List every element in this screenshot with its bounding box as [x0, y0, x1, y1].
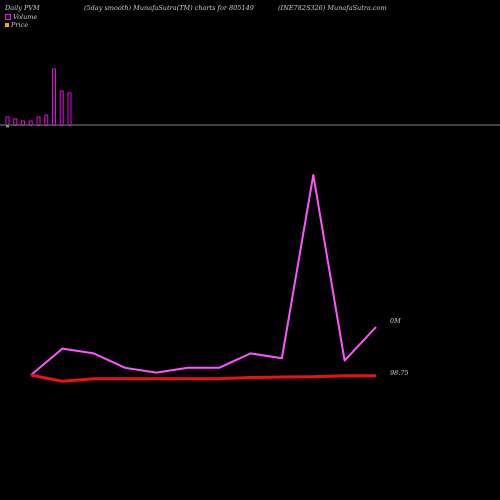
volume-neg-bar: [37, 125, 40, 126]
volume-bar: [44, 114, 49, 126]
volume-neg-bar: [13, 125, 17, 126]
volume-neg-bar: [29, 125, 33, 126]
isin-site-label: (INE782S326) MunafaSutra.com: [278, 4, 387, 12]
volume-bar: [21, 120, 25, 126]
volume-bar: [59, 90, 64, 126]
volume-line: [30, 174, 377, 376]
chart-title: (5day smooth) MunafaSutra(TM) charts for…: [84, 4, 254, 12]
volume-bars: [5, 68, 72, 128]
volume-bar: [28, 120, 33, 126]
legend-price-label: Price: [11, 21, 29, 29]
volume-bar: [67, 92, 72, 126]
price-swatch: [5, 23, 9, 27]
volume-neg-bar: [44, 125, 48, 126]
volume-bar: [13, 118, 18, 126]
volume-bar: [5, 116, 10, 126]
legend-price: Price: [5, 21, 28, 29]
volume-neg-bar: [68, 125, 71, 126]
legend-volume: Volume: [5, 13, 37, 21]
price-line: [30, 373, 376, 383]
volume-bar: [52, 68, 56, 126]
price-axis-label: 98.75: [390, 369, 409, 377]
volume-axis-label: 0M: [390, 317, 401, 325]
volume-neg-bar: [21, 125, 25, 126]
chart-type-label: Daily PVM: [5, 4, 40, 12]
volume-bar: [36, 116, 41, 126]
legend-volume-label: Volume: [13, 13, 38, 21]
price-volume-lines: [30, 174, 377, 383]
volume-swatch: [5, 14, 11, 20]
volume-neg-bar: [60, 125, 64, 126]
volume-neg-bar: [6, 125, 9, 128]
volume-neg-bar: [52, 125, 56, 126]
